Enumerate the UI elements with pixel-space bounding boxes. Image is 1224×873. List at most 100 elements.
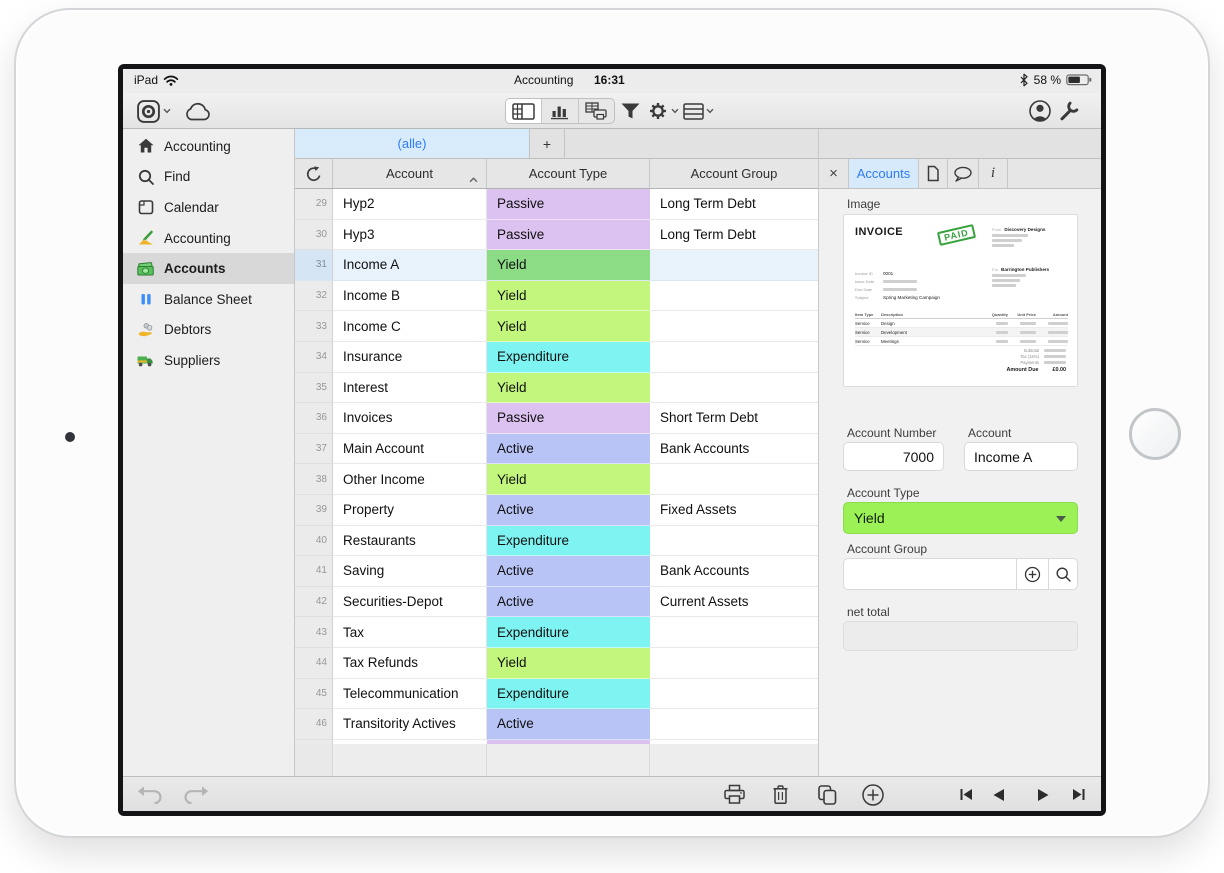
duplicate-record-button[interactable] <box>817 777 838 811</box>
account-group-cell[interactable] <box>650 373 818 404</box>
next-record-button[interactable] <box>1035 777 1051 811</box>
account-cell[interactable]: Main Account <box>333 433 487 465</box>
undo-button[interactable] <box>137 777 165 811</box>
sidebar-item-find[interactable]: Find <box>123 162 294 193</box>
account-group-cell[interactable] <box>650 342 818 373</box>
sidebar-item-accounts[interactable]: Accounts <box>123 253 294 284</box>
account-cell[interactable]: Interest <box>333 372 487 404</box>
account-type-cell[interactable]: Passive <box>487 219 650 251</box>
account-cell[interactable]: Insurance <box>333 341 487 373</box>
account-cell[interactable]: Tax Refunds <box>333 647 487 679</box>
table-row-35[interactable]: 35 Interest Yield <box>295 372 818 404</box>
sidebar-item-accounting-journal[interactable]: Accounting <box>123 223 294 254</box>
account-type-cell[interactable]: Expenditure <box>487 617 650 648</box>
account-type-cell[interactable]: Active <box>487 494 650 526</box>
account-type-cell[interactable]: Expenditure <box>487 678 650 710</box>
account-cell[interactable]: Securities-Depot <box>333 586 487 618</box>
account-cell[interactable]: Telecommunication <box>333 678 487 710</box>
last-record-button[interactable] <box>1071 777 1086 811</box>
info-tab-button[interactable]: i <box>979 159 1008 188</box>
account-group-cell[interactable]: Long Term Debt <box>650 220 818 251</box>
column-header-account-type[interactable]: Account Type <box>487 159 650 188</box>
account-group-search-button[interactable] <box>1048 558 1078 590</box>
account-type-cell[interactable]: Expenditure <box>487 341 650 373</box>
account-group-cell[interactable] <box>650 679 818 710</box>
account-cell[interactable]: Income B <box>333 280 487 312</box>
document-tab-button[interactable] <box>919 159 948 188</box>
account-group-cell[interactable] <box>650 311 818 342</box>
tools-button[interactable] <box>1058 98 1080 124</box>
redo-button[interactable] <box>181 777 209 811</box>
account-cell[interactable]: Income A <box>333 250 487 281</box>
account-type-cell[interactable]: Active <box>487 556 650 587</box>
table-row-44[interactable]: 44 Tax Refunds Yield <box>295 647 818 679</box>
sidebar-item-accounting-home[interactable]: Accounting <box>123 131 294 162</box>
table-row-30[interactable]: 30 Hyp3 Passive Long Term Debt <box>295 219 818 251</box>
detail-tab-accounts[interactable]: Accounts <box>849 159 919 188</box>
account-group-cell[interactable] <box>650 648 818 679</box>
table-row-34[interactable]: 34 Insurance Expenditure <box>295 341 818 373</box>
add-record-button[interactable] <box>861 777 885 811</box>
sidebar-item-balance-sheet[interactable]: Balance Sheet <box>123 284 294 315</box>
user-account-button[interactable] <box>1028 98 1052 124</box>
account-type-cell[interactable]: Yield <box>487 647 650 679</box>
table-row-29[interactable]: 29 Hyp2 Passive Long Term Debt <box>295 189 818 220</box>
account-group-cell[interactable] <box>650 464 818 495</box>
account-group-input[interactable] <box>843 558 1016 590</box>
table-row-40[interactable]: 40 Restaurants Expenditure <box>295 525 818 557</box>
table-row-46[interactable]: 46 Transitority Actives Active <box>295 709 818 740</box>
account-group-cell[interactable] <box>650 250 818 281</box>
account-cell[interactable]: Income C <box>333 311 487 342</box>
table-row-32[interactable]: 32 Income B Yield <box>295 280 818 312</box>
table-row-45[interactable]: 45 Telecommunication Expenditure <box>295 678 818 710</box>
account-type-cell[interactable]: Yield <box>487 311 650 342</box>
settings-button[interactable] <box>647 98 679 124</box>
account-type-cell[interactable]: Yield <box>487 280 650 312</box>
account-cell[interactable]: Restaurants <box>333 525 487 557</box>
print-button[interactable] <box>723 777 746 811</box>
table-form-view-button[interactable] <box>506 99 543 123</box>
account-type-cell[interactable]: Active <box>487 586 650 618</box>
view-tab-alle[interactable]: (alle) <box>295 129 530 158</box>
account-group-cell[interactable] <box>650 617 818 648</box>
account-group-cell[interactable]: Long Term Debt <box>650 189 818 220</box>
account-type-cell[interactable]: Passive <box>487 403 650 434</box>
chart-view-button[interactable] <box>542 99 579 123</box>
table-row-38[interactable]: 38 Other Income Yield <box>295 464 818 495</box>
account-type-cell[interactable]: Passive <box>487 189 650 220</box>
table-row-41[interactable]: 41 Saving Active Bank Accounts <box>295 556 818 587</box>
table-row-31[interactable]: 31 Income A Yield <box>295 250 818 281</box>
table-row-33[interactable]: 33 Income C Yield <box>295 311 818 342</box>
account-group-cell[interactable] <box>650 526 818 557</box>
history-header-button[interactable] <box>295 159 333 188</box>
sidebar-item-calendar[interactable]: Calendar <box>123 192 294 223</box>
column-header-account[interactable]: Account <box>333 159 487 188</box>
sidebar-item-suppliers[interactable]: Suppliers <box>123 345 294 376</box>
sidebar-item-debtors[interactable]: Debtors <box>123 315 294 346</box>
account-type-cell[interactable]: Yield <box>487 250 650 281</box>
account-type-select[interactable]: Yield <box>843 502 1078 534</box>
table-row-42[interactable]: 42 Securities-Depot Active Current Assets <box>295 586 818 618</box>
account-cell[interactable]: Other Income <box>333 464 487 495</box>
invoice-image[interactable]: INVOICE PAID From Discovery Designs For Ba… <box>843 214 1078 387</box>
account-group-cell[interactable]: Bank Accounts <box>650 556 818 587</box>
table-options-button[interactable] <box>683 98 714 124</box>
add-view-tab-button[interactable]: + <box>530 129 565 158</box>
table-row-39[interactable]: 39 Property Active Fixed Assets <box>295 494 818 526</box>
account-cell[interactable]: Transitority Actives <box>333 709 487 740</box>
account-cell[interactable]: Invoices <box>333 403 487 434</box>
account-cell[interactable]: Hyp3 <box>333 219 487 251</box>
account-group-cell[interactable]: Current Assets <box>650 587 818 618</box>
account-type-cell[interactable]: Active <box>487 433 650 465</box>
account-group-cell[interactable] <box>650 709 818 740</box>
close-detail-button[interactable]: × <box>819 159 849 188</box>
table-row-37[interactable]: 37 Main Account Active Bank Accounts <box>295 433 818 465</box>
table-row-43[interactable]: 43 Tax Expenditure <box>295 617 818 648</box>
column-header-account-group[interactable]: Account Group <box>690 166 778 181</box>
previous-record-button[interactable] <box>991 777 1007 811</box>
cloud-sync-button[interactable] <box>183 98 213 124</box>
account-group-add-button[interactable] <box>1016 558 1048 590</box>
account-number-field[interactable]: 7000 <box>843 442 944 471</box>
print-view-button[interactable] <box>579 99 614 123</box>
delete-record-button[interactable] <box>771 777 790 811</box>
